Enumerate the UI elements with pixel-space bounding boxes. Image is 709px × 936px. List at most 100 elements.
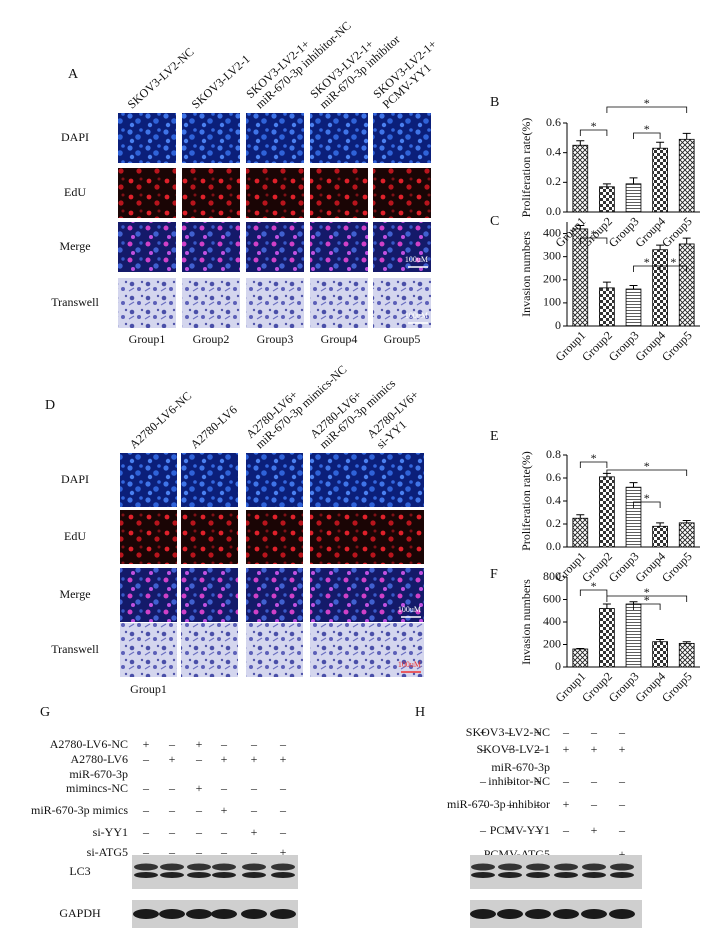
blot-strip (470, 855, 642, 889)
bar (678, 642, 695, 668)
condition-sign: – (220, 781, 228, 795)
micrograph (120, 568, 177, 622)
condition-sign: – (618, 823, 626, 837)
condition-sign: – (195, 752, 203, 766)
micrograph (373, 278, 431, 328)
condition-sign: – (506, 725, 514, 739)
blot-band (610, 863, 634, 871)
condition-sign: – (562, 847, 570, 861)
condition-label: miR-670-3p (491, 760, 550, 774)
condition-sign: – (590, 847, 598, 861)
error-bar (629, 177, 638, 184)
bar (599, 476, 615, 548)
significance-star: * (670, 255, 676, 269)
significance-star: * (591, 451, 597, 465)
bar (678, 138, 695, 213)
condition-sign: – (618, 725, 626, 739)
column-header: SKOV3-LV2-NC (124, 45, 196, 112)
significance-bracket (606, 595, 688, 602)
blot-band (134, 872, 158, 878)
micrograph (181, 510, 238, 564)
condition-sign: + (251, 752, 258, 766)
condition-sign: – (195, 825, 203, 839)
blot-band (554, 863, 578, 871)
condition-sign: – (250, 803, 258, 817)
significance-star: * (644, 255, 650, 269)
blot-band (242, 863, 266, 871)
panel-label: E (490, 429, 499, 444)
condition-sign: – (506, 774, 514, 788)
condition-sign: + (507, 742, 514, 756)
y-tick-label: 300 (543, 248, 561, 262)
significance-star: * (591, 119, 597, 133)
blot-band (187, 863, 211, 871)
condition-sign: – (534, 823, 542, 837)
condition-label: miR-670-3p mimics (31, 803, 128, 817)
micrograph (246, 510, 303, 564)
condition-sign: – (250, 845, 258, 859)
blot-band (497, 909, 523, 919)
condition-sign: – (168, 781, 176, 795)
micrograph (310, 278, 368, 328)
blot-band (610, 872, 634, 878)
group-label: Group1 (129, 332, 166, 346)
blot-band (609, 909, 635, 919)
error-bar (656, 638, 665, 642)
y-tick-label: 200 (543, 636, 561, 650)
significance-bracket (579, 461, 608, 468)
significance-bracket (633, 501, 661, 508)
condition-sign: + (143, 737, 150, 751)
condition-label: miR-670-3p (69, 767, 128, 781)
panel-label: F (490, 567, 498, 582)
column-header: A2780-LV6 (187, 402, 239, 451)
bar (572, 144, 589, 213)
condition-sign: – (590, 797, 598, 811)
significance-bracket (633, 603, 661, 610)
micrograph (118, 278, 176, 328)
condition-sign: – (142, 825, 150, 839)
condition-sign: – (479, 797, 487, 811)
y-axis-label: Invasion numbers (519, 579, 533, 665)
group-label: Group1 (130, 682, 167, 696)
column-header: SKOV3-LV2-1 (188, 52, 252, 112)
error-bar (629, 285, 638, 290)
micrograph (246, 568, 303, 622)
condition-sign: – (479, 774, 487, 788)
y-axis-label: Invasion numbers (519, 231, 533, 317)
y-tick-label: 0.6 (546, 470, 561, 484)
condition-sign: + (535, 774, 542, 788)
condition-sign: + (619, 847, 626, 861)
scale-label: 100uM (398, 660, 421, 669)
blot-band (212, 872, 236, 878)
condition-sign: – (618, 774, 626, 788)
error-bar (602, 183, 611, 187)
blot-band (186, 909, 212, 919)
micrograph (181, 453, 238, 507)
significance-star: * (644, 593, 650, 607)
header-line: SKOV3-LV2-1 (188, 52, 252, 112)
blot-band (582, 872, 606, 878)
blot-band (471, 863, 495, 871)
micrograph (182, 113, 240, 163)
condition-sign: – (562, 725, 570, 739)
row-label: EdU (64, 185, 86, 199)
condition-sign: – (506, 823, 514, 837)
condition-sign: – (250, 781, 258, 795)
micrograph (182, 278, 240, 328)
micrograph (120, 453, 177, 507)
micrograph (120, 510, 177, 564)
error-bar (682, 237, 691, 244)
blot-band (160, 863, 184, 871)
y-tick-label: 0.0 (546, 539, 561, 553)
row-label: DAPI (61, 130, 89, 144)
micrograph (246, 623, 303, 677)
row-label: Merge (59, 239, 90, 253)
micrograph (373, 168, 431, 218)
blot-band (134, 863, 158, 871)
x-tick-label: Group5 (659, 328, 695, 364)
micrograph (246, 278, 304, 328)
condition-sign: – (534, 797, 542, 811)
blot-strip (132, 855, 298, 889)
micrograph (246, 453, 303, 507)
